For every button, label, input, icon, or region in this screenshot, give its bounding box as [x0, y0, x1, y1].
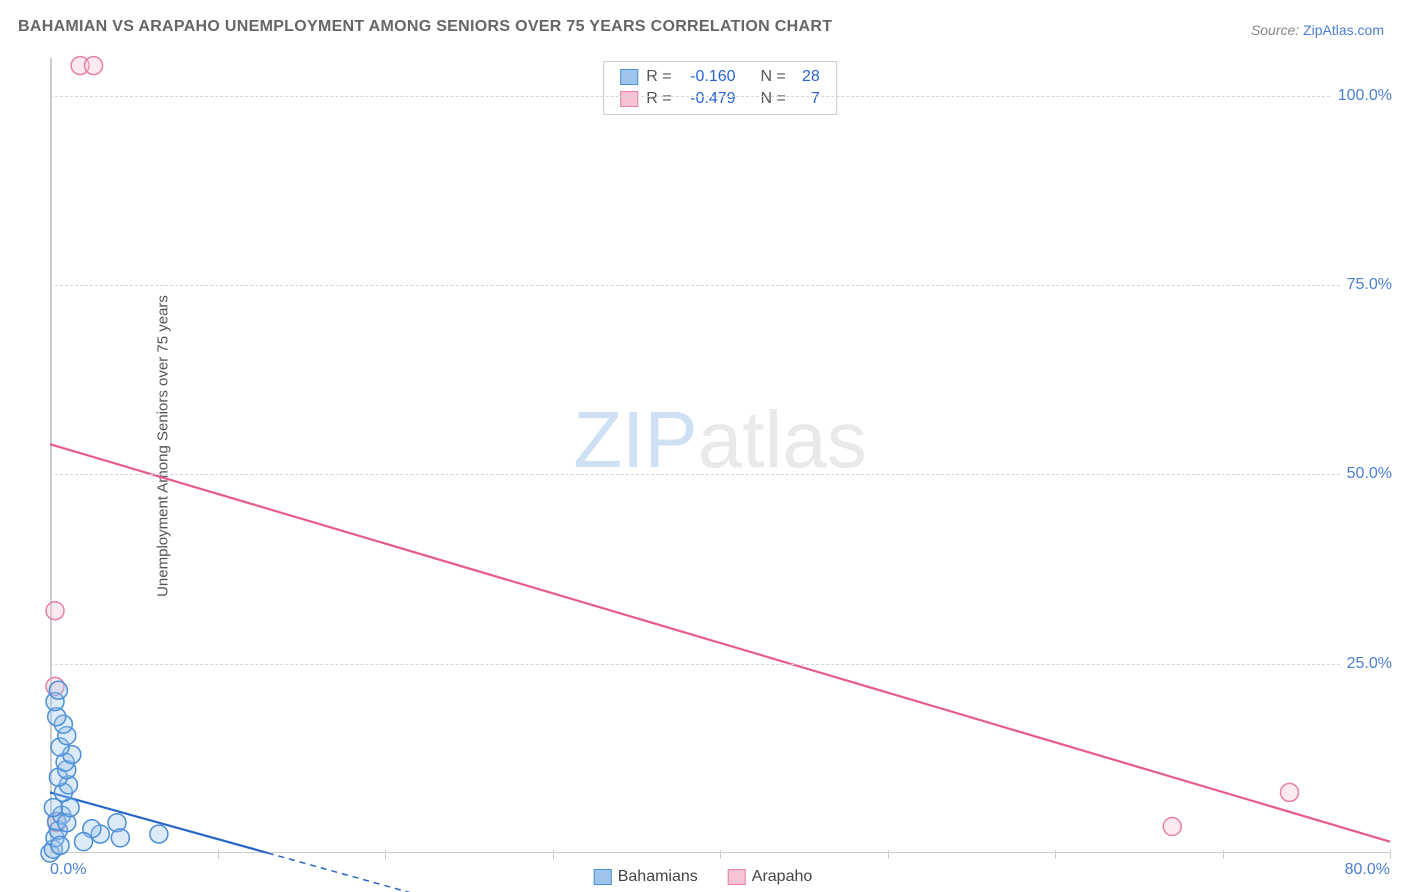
arapaho-point: [1163, 818, 1181, 836]
stat-r-value: -0.479: [680, 88, 736, 110]
stat-n-value: 28: [794, 66, 820, 88]
bahamians-point: [44, 799, 62, 817]
legend-item-arapaho: Arapaho: [728, 868, 813, 886]
bahamians-point: [51, 836, 69, 854]
x-tick: [385, 850, 386, 859]
bahamians-point: [111, 829, 129, 847]
y-tick-label: 50.0%: [1341, 465, 1392, 483]
x-tick-label: 80.0%: [1345, 861, 1390, 879]
x-tick: [50, 850, 51, 859]
y-tick-label: 25.0%: [1341, 655, 1392, 673]
arapaho-point: [85, 57, 103, 75]
bahamians-point: [75, 833, 93, 851]
y-tick-label: 75.0%: [1341, 276, 1392, 294]
arapaho-point: [1281, 783, 1299, 801]
legend-label: Bahamians: [618, 868, 698, 886]
x-tick: [1223, 850, 1224, 859]
legend-item-bahamians: Bahamians: [594, 868, 698, 886]
chart-title: BAHAMIAN VS ARAPAHO UNEMPLOYMENT AMONG S…: [18, 18, 832, 36]
stat-n-label: N =: [760, 66, 785, 88]
x-tick: [218, 850, 219, 859]
arapaho-point: [46, 602, 64, 620]
source-label: Source:: [1251, 22, 1303, 38]
arapaho-swatch: [620, 91, 638, 107]
x-tick: [1390, 850, 1391, 859]
stat-r-label: R =: [646, 66, 671, 88]
x-tick: [1055, 850, 1056, 859]
gridline-h: [50, 664, 1390, 665]
stat-r-label: R =: [646, 88, 671, 110]
bahamians-swatch: [620, 69, 638, 85]
source-attribution: Source: ZipAtlas.com: [1251, 22, 1384, 38]
chart-legend: Bahamians Arapaho: [594, 868, 813, 886]
bahamians-legend-swatch: [594, 869, 612, 885]
stats-row-bahamians: R = -0.160 N = 28: [620, 66, 820, 88]
x-tick: [888, 850, 889, 859]
correlation-stats-box: R = -0.160 N = 28R = -0.479 N = 7: [603, 61, 837, 115]
arapaho-legend-swatch: [728, 869, 746, 885]
source-link[interactable]: ZipAtlas.com: [1303, 22, 1384, 38]
x-tick-label: 0.0%: [50, 861, 86, 879]
bahamians-regression-ext: [268, 853, 420, 892]
scatter-plot-svg: [50, 58, 1390, 853]
x-tick: [553, 850, 554, 859]
stat-n-label: N =: [760, 88, 785, 110]
chart-plot-area: ZIPatlas R = -0.160 N = 28R = -0.479 N =…: [50, 58, 1390, 853]
bahamians-point: [49, 681, 67, 699]
y-tick-label: 100.0%: [1332, 87, 1392, 105]
stat-n-value: 7: [794, 88, 820, 110]
stats-row-arapaho: R = -0.479 N = 7: [620, 88, 820, 110]
gridline-h: [50, 474, 1390, 475]
bahamians-point: [150, 825, 168, 843]
legend-label: Arapaho: [752, 868, 813, 886]
arapaho-regression-line: [50, 444, 1390, 842]
stat-r-value: -0.160: [680, 66, 736, 88]
gridline-h: [50, 96, 1390, 97]
x-tick: [720, 850, 721, 859]
gridline-h: [50, 285, 1390, 286]
